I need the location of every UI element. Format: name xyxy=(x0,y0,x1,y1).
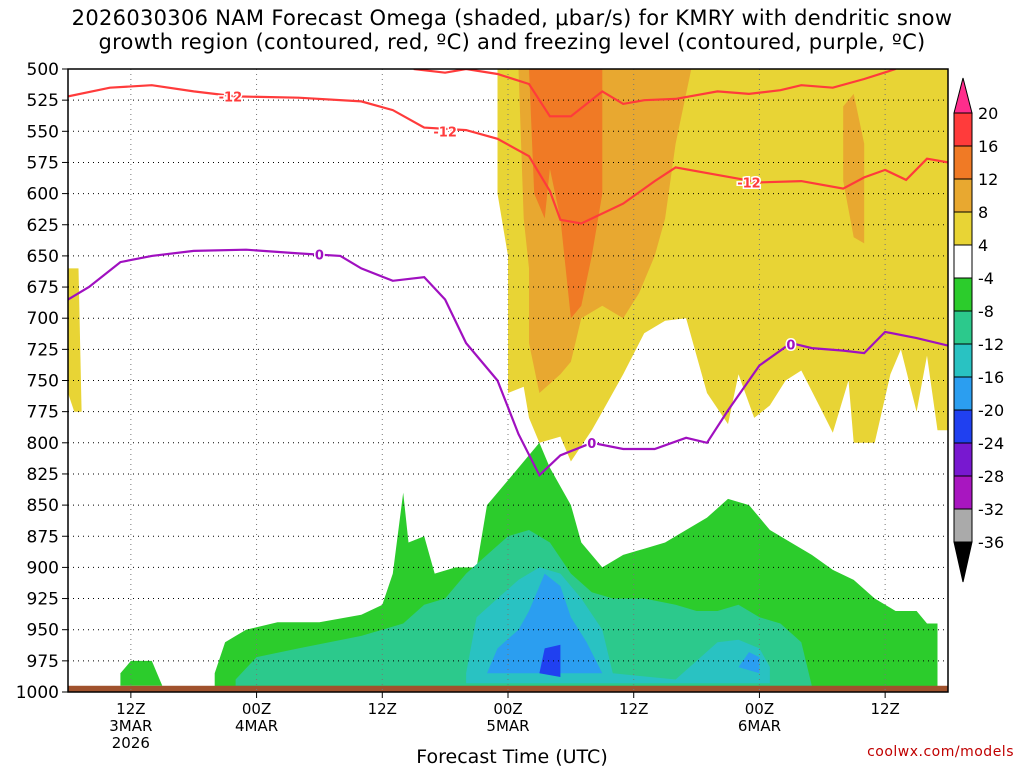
x-tick-label: 12Z xyxy=(619,700,648,718)
colorbar-box-9 xyxy=(953,376,973,411)
y-tick-label: 975 xyxy=(27,652,59,672)
colorbar-label: -4 xyxy=(978,269,994,288)
colorbar-box-6 xyxy=(953,277,973,312)
colorbar-box-11 xyxy=(953,442,973,477)
x-tick-label: 12Z xyxy=(870,700,899,718)
y-tick-label: 850 xyxy=(27,496,59,516)
contour-line xyxy=(413,69,896,118)
colorbar-box-7 xyxy=(953,310,973,345)
y-tick-label: 625 xyxy=(27,216,59,236)
colorbar-label: -32 xyxy=(978,500,1004,519)
x-tick-label: 5MAR xyxy=(486,717,529,735)
omega-band-minus16-to-minus20-right xyxy=(738,652,760,674)
colorbar-label: -12 xyxy=(978,335,1004,354)
colorbar-box-13 xyxy=(953,508,973,543)
chart-title: 2026030306 NAM Forecast Omega (shaded, μ… xyxy=(0,6,1024,54)
x-tick-label: 00Z xyxy=(745,700,774,718)
contour-label: -12 xyxy=(737,176,761,191)
surface-terrain xyxy=(68,685,948,692)
contour-0: -12 -12 -12 xyxy=(68,84,948,225)
y-tick-label: 950 xyxy=(27,621,59,641)
contour-line xyxy=(68,248,948,478)
y-tick-label: 675 xyxy=(27,278,59,298)
y-tick-label: 650 xyxy=(27,247,59,267)
y-tick-label: 525 xyxy=(27,91,59,111)
colorbar-label: 4 xyxy=(978,236,988,255)
colorbar-label: -20 xyxy=(978,401,1004,420)
colorbar-label: -28 xyxy=(978,467,1004,486)
colorbar-label: -36 xyxy=(978,533,1004,552)
colorbar-box-8 xyxy=(953,343,973,378)
colorbar-bottom-arrow xyxy=(953,541,973,583)
x-tick-label: 4MAR xyxy=(235,717,278,735)
colorbar-box-1 xyxy=(953,112,973,147)
omega-band-minus16-to-minus20 xyxy=(487,573,603,674)
y-tick-label: 775 xyxy=(27,403,59,423)
y-tick-label: 875 xyxy=(27,527,59,547)
title-line-1: 2026030306 NAM Forecast Omega (shaded, μ… xyxy=(71,6,953,30)
colorbar-box-5 xyxy=(953,244,973,279)
colorbar-label: -24 xyxy=(978,434,1004,453)
y-tick-label: 600 xyxy=(27,185,59,205)
y-tick-label: 925 xyxy=(27,590,59,610)
colorbar-label: -16 xyxy=(978,368,1004,387)
x-tick-label: 12Z xyxy=(116,700,145,718)
contour-2: 0 0 0 xyxy=(68,247,948,478)
y-tick-label: 575 xyxy=(27,153,59,173)
contour-label: -12 xyxy=(433,125,457,140)
credit-link[interactable]: coolwx.com/models xyxy=(867,744,1014,760)
title-line-2: growth region (contoured, red, ºC) and f… xyxy=(98,30,926,54)
x-axis-title: Forecast Time (UTC) xyxy=(416,746,608,768)
x-tick-label: 00Z xyxy=(242,700,271,718)
colorbar-label: 8 xyxy=(978,203,988,222)
y-axis: 500 525 550 575 600 625 650 675 700 725 750 775 800 8… xyxy=(16,60,68,703)
y-tick-label: 1000 xyxy=(16,683,59,703)
y-tick-label: 700 xyxy=(27,309,59,329)
omega-band-minus24-to-minus28 xyxy=(539,644,561,677)
colorbar-box-12 xyxy=(953,475,973,510)
omega-band-minus4-to-minus8-left xyxy=(120,660,163,686)
omega-band-4-to-8-left xyxy=(68,268,82,412)
contour-label: -12 xyxy=(219,90,243,105)
colorbar-label: 12 xyxy=(978,170,998,189)
colorbar-box-3 xyxy=(953,178,973,213)
x-tick-label: 2026 xyxy=(112,734,150,752)
plot-area: -12 -12 -12 0 0 0 500 525 550 575 600 625 650 675 700 7… xyxy=(16,60,949,752)
colorbar-box-10 xyxy=(953,409,973,444)
colorbar-box-2 xyxy=(953,145,973,180)
colorbar-top-arrow xyxy=(953,77,973,114)
x-tick-label: 3MAR xyxy=(109,717,152,735)
contour-label: 0 xyxy=(786,338,795,353)
colorbar-label: 20 xyxy=(978,104,998,123)
y-tick-label: 725 xyxy=(27,340,59,360)
y-tick-label: 800 xyxy=(27,434,59,454)
y-tick-label: 550 xyxy=(27,122,59,142)
y-tick-label: 900 xyxy=(27,558,59,578)
y-tick-label: 825 xyxy=(27,465,59,485)
colorbar-label: -8 xyxy=(978,302,994,321)
colorbar-box-4 xyxy=(953,211,973,246)
y-tick-label: 750 xyxy=(27,372,59,392)
contour-line xyxy=(68,84,948,225)
colorbar: 20 16 12 8 4 -4 -8 -12 -16 -20 -24 -28 -32 -36 xyxy=(953,77,1004,583)
contour-1 xyxy=(413,69,896,118)
colorbar-label: 16 xyxy=(978,137,998,156)
contour-label: 0 xyxy=(587,437,596,452)
contour-label: 0 xyxy=(315,249,324,264)
x-tick-label: 6MAR xyxy=(738,717,781,735)
x-tick-label: 12Z xyxy=(368,700,397,718)
y-tick-label: 500 xyxy=(27,60,59,80)
x-tick-label: 00Z xyxy=(493,700,522,718)
